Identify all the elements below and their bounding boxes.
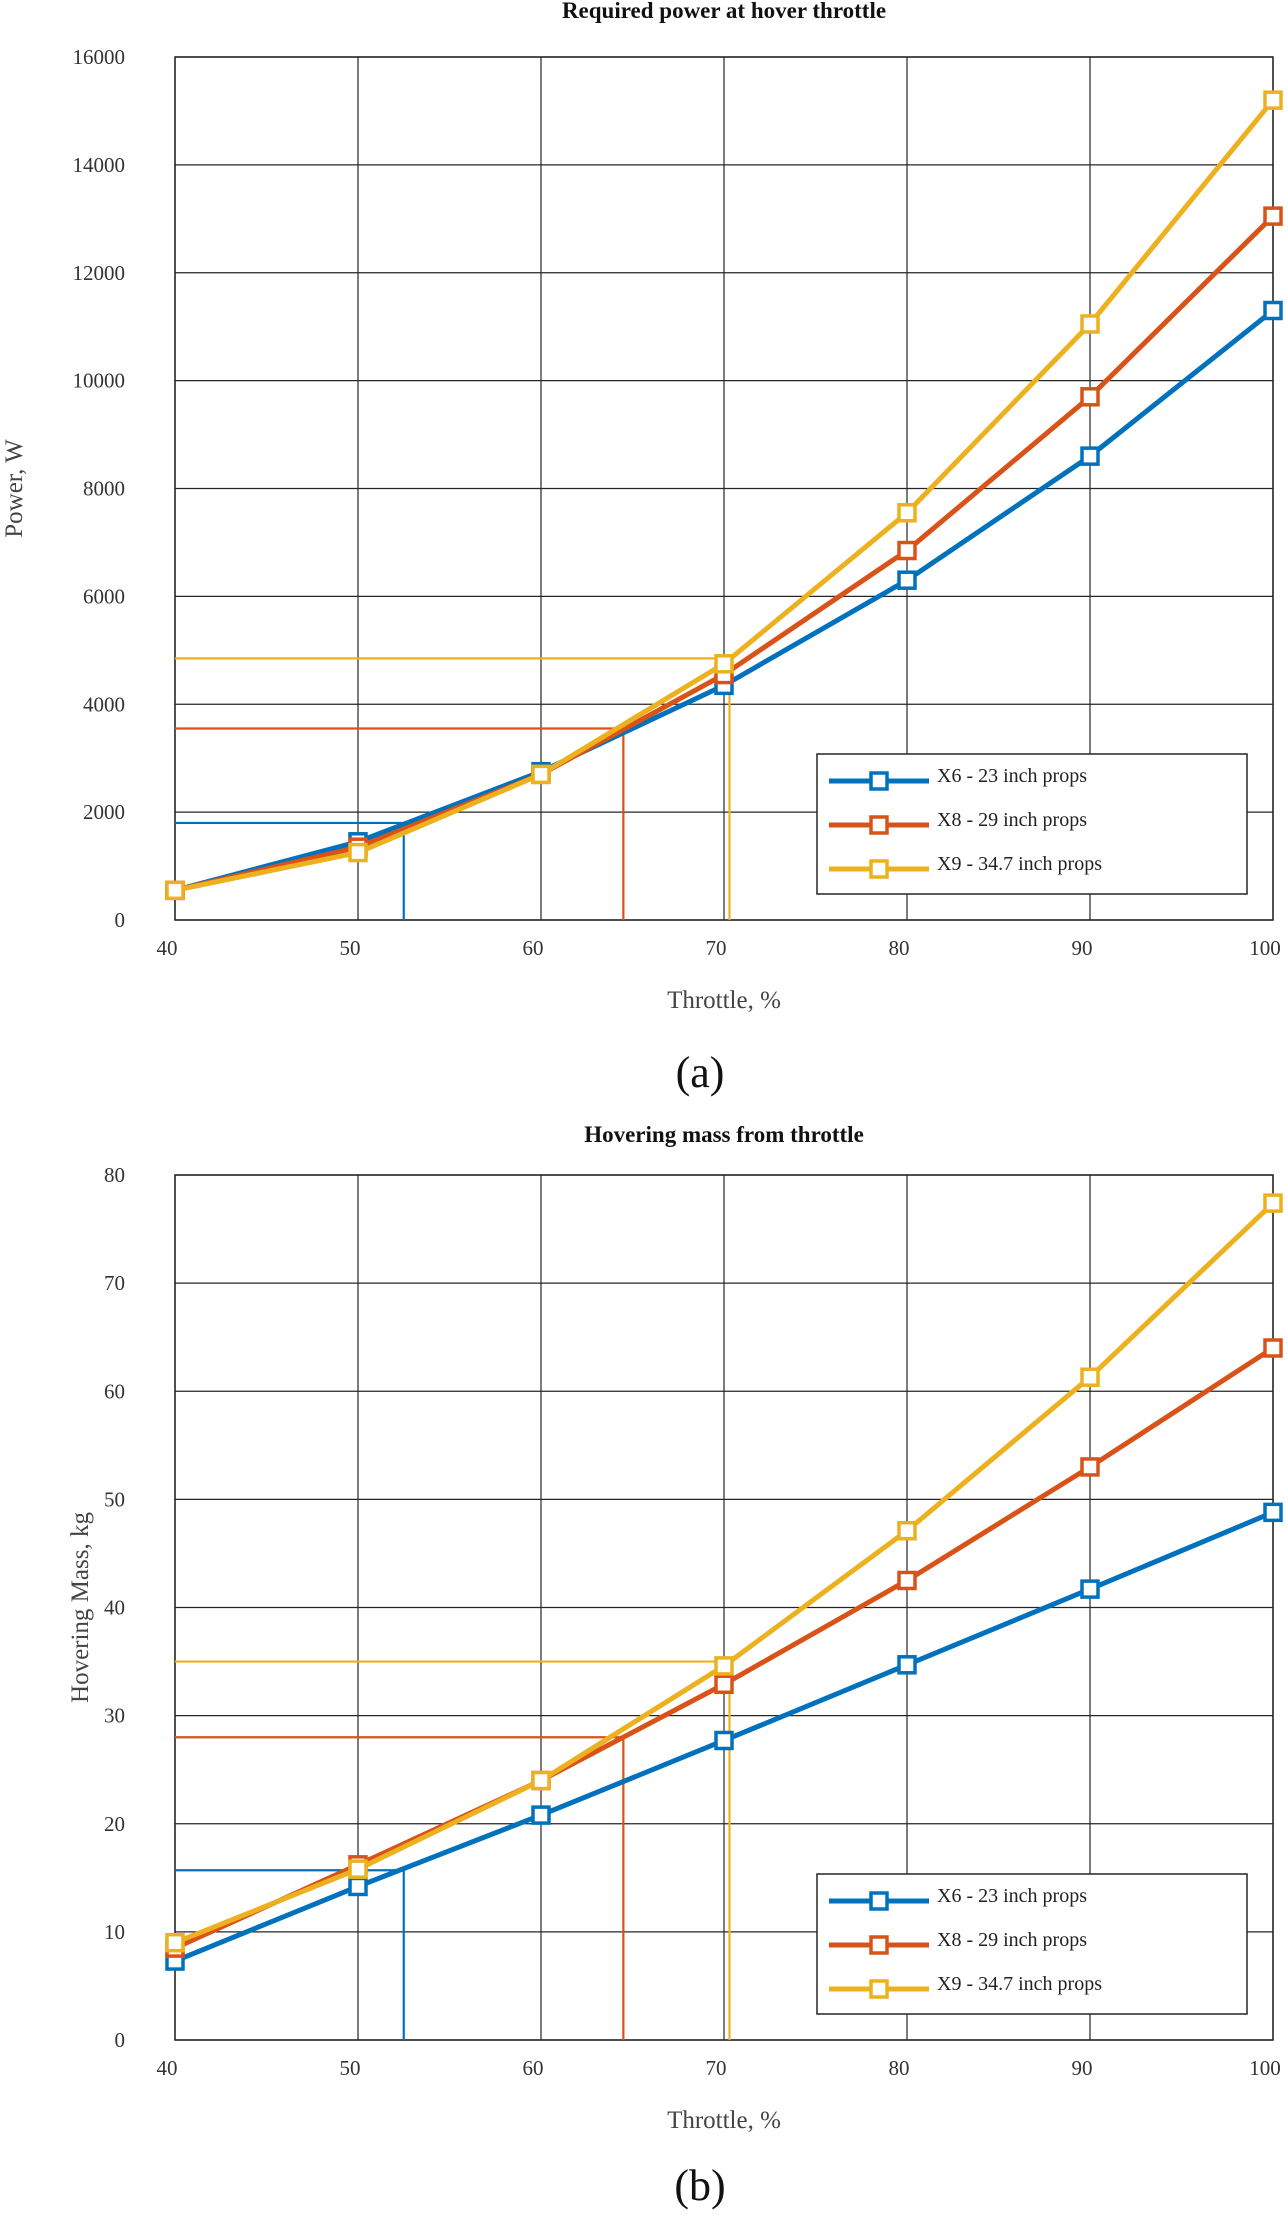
y-tick-label: 6000 [83, 584, 125, 608]
x-tick-label: 90 [1072, 2056, 1093, 2080]
x-tick-label: 50 [340, 936, 361, 960]
data-point [531, 1805, 551, 1825]
data-point [1080, 446, 1100, 466]
data-point [897, 1520, 917, 1541]
x-tick-label: 40 [157, 936, 178, 960]
x-tick-label: 60 [523, 2056, 544, 2080]
chart-title: Required power at hover throttle [562, 0, 886, 23]
data-point [714, 1656, 734, 1676]
data-point [1263, 300, 1283, 321]
x-tick-label: 70 [706, 2056, 727, 2080]
legend: X6 - 23 inch props X8 - 29 inch props X9 -… [816, 1873, 1248, 2015]
legend-entry: X6 - 23 inch props [937, 1885, 1087, 1907]
x-tick-label: 100 [1249, 2056, 1281, 2080]
data-point [1080, 314, 1100, 334]
y-tick-label: 0 [115, 2028, 126, 2052]
series-1 [165, 1502, 1283, 1971]
x-axis-label: Throttle, % [667, 2107, 781, 2134]
chart-panel-b: 40 50 60 70 80 90 100 0 10 20 30 40 50 60 70 80 Throttle… [67, 1122, 1283, 2210]
data-point [348, 1876, 368, 1897]
y-tick-label: 14000 [73, 153, 126, 177]
x-tick-label: 80 [889, 2056, 910, 2080]
data-point [1263, 90, 1283, 110]
legend-entry: X8 - 29 inch props [937, 1929, 1087, 1951]
x-tick-label: 50 [340, 2056, 361, 2080]
x-tick-label: 40 [157, 2056, 178, 2080]
axes-frame [174, 1174, 1274, 2041]
data-point [348, 842, 368, 863]
y-tick-label: 10000 [73, 369, 126, 393]
data-point [897, 1655, 917, 1675]
legend-marker [869, 1935, 889, 1955]
y-tick-label: 50 [104, 1487, 125, 1511]
data-point [165, 1932, 185, 1953]
data-point [1080, 1579, 1100, 1599]
data-point [531, 764, 551, 785]
data-point [1080, 387, 1100, 407]
legend-marker [869, 859, 889, 879]
data-point [714, 1730, 734, 1751]
series-3 [165, 1193, 1283, 1953]
x-tick-label: 80 [889, 936, 910, 960]
legend-entry: X6 - 23 inch props [937, 765, 1087, 787]
y-tick-label: 4000 [83, 692, 125, 716]
x-tick-label: 100 [1249, 936, 1281, 960]
data-point [714, 654, 734, 674]
y-tick-label: 70 [104, 1271, 125, 1295]
data-point [1263, 1193, 1283, 1213]
data-point [1263, 206, 1283, 226]
panel-label: (a) [676, 1048, 725, 1097]
y-tick-label: 16000 [73, 45, 126, 69]
x-tick-label: 60 [523, 936, 544, 960]
series-3 [165, 90, 1283, 901]
y-tick-label: 2000 [83, 800, 125, 824]
legend-entry: X9 - 34.7 inch props [937, 1973, 1102, 1995]
legend-marker [869, 771, 889, 791]
legend-entry: X8 - 29 inch props [937, 809, 1087, 831]
legend: X6 - 23 inch props X8 - 29 inch props X9 -… [816, 753, 1248, 895]
data-point [897, 540, 917, 561]
data-point [1263, 1502, 1283, 1523]
data-point [348, 1859, 368, 1879]
legend-marker [869, 1891, 889, 1911]
y-tick-label: 80 [104, 1163, 125, 1187]
y-tick-label: 10 [104, 1920, 125, 1944]
data-point [714, 1674, 734, 1695]
data-point [897, 1570, 917, 1591]
data-point [531, 1770, 551, 1791]
data-point [1263, 1338, 1283, 1358]
legend-marker [869, 1979, 889, 1999]
x-axis-label: Throttle, % [667, 987, 781, 1014]
legend-entry: X9 - 34.7 inch props [937, 853, 1102, 875]
chart-panel-a: 40 50 60 70 80 90 100 0 2000 4000 6000 8000 10000 120… [1, 0, 1283, 1097]
y-tick-label: 12000 [73, 261, 126, 285]
data-point [897, 503, 917, 523]
panel-label: (b) [674, 2161, 725, 2210]
chart-title: Hovering mass from throttle [584, 1122, 864, 1147]
y-tick-label: 0 [115, 908, 126, 932]
legend-marker [869, 815, 889, 835]
y-tick-label: 20 [104, 1812, 125, 1836]
axes-frame [174, 56, 1274, 921]
x-tick-label: 90 [1072, 936, 1093, 960]
data-point [165, 880, 185, 901]
y-tick-label: 30 [104, 1704, 125, 1728]
x-tick-label: 70 [706, 936, 727, 960]
y-axis-label: Power, W [1, 439, 28, 538]
data-point [897, 570, 917, 590]
data-point [1080, 1457, 1100, 1477]
y-tick-label: 8000 [83, 477, 125, 501]
y-tick-label: 40 [104, 1596, 125, 1620]
y-axis-label: Hovering Mass, kg [67, 1512, 94, 1703]
y-tick-label: 60 [104, 1379, 125, 1403]
data-point [1080, 1367, 1100, 1387]
